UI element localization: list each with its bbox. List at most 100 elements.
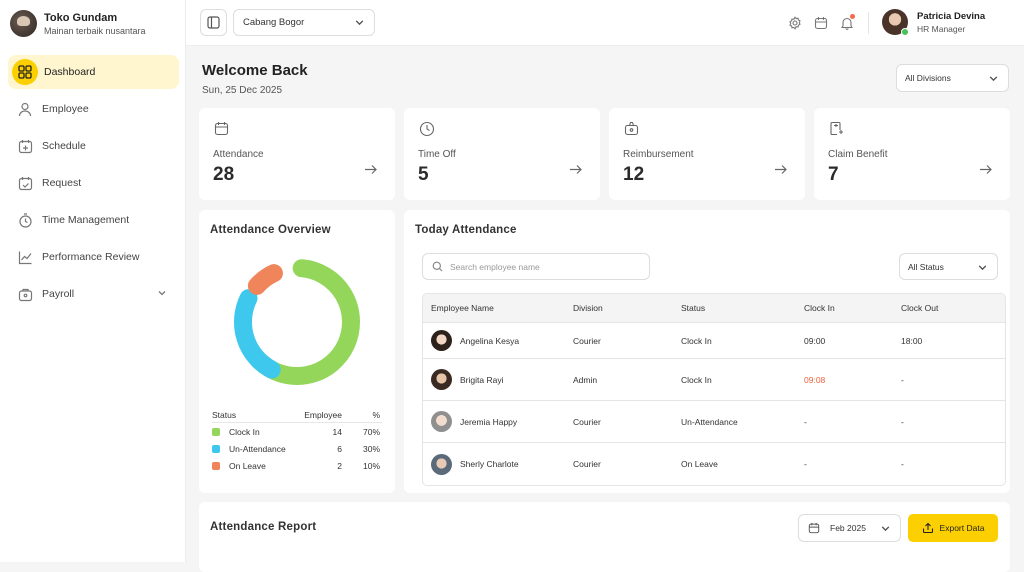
card-label: Reimbursement [623, 149, 694, 160]
brand[interactable]: Toko Gundam Mainan terbaik nusantara [10, 10, 146, 37]
avatar [882, 9, 909, 36]
card-value: 12 [623, 164, 645, 185]
export-data-label: Export Data [939, 523, 985, 533]
sidebar-item-label: Payroll [42, 288, 75, 300]
arrow-right-icon[interactable] [364, 162, 377, 180]
attendance-overview-panel: Attendance Overview Status Employee % Cl… [199, 210, 395, 493]
donut-segment-on-leave[interactable] [247, 264, 283, 295]
export-data-button[interactable]: Export Data [908, 514, 998, 542]
employee-division: Admin [573, 374, 598, 385]
stat-card-time-off[interactable]: Time Off 5 [404, 108, 600, 200]
employee-name: Brigita Rayi [460, 374, 504, 385]
legend-count: 2 [337, 460, 342, 471]
sidebar-item-time-management[interactable]: Time Management [8, 203, 179, 237]
donut-segment-clock-in[interactable] [250, 259, 360, 385]
legend-header: Status Employee % [212, 407, 382, 423]
column-header[interactable]: Status [681, 303, 706, 313]
sidebar-item-dashboard[interactable]: Dashboard [8, 55, 179, 89]
column-header[interactable]: Clock In [804, 303, 835, 313]
clock-icon [419, 121, 435, 142]
table-row[interactable]: Brigita Rayi Admin Clock In 09:08 - [423, 359, 1005, 401]
attendance-table: Employee Name Division Status Clock In C… [422, 293, 1006, 486]
branch-select[interactable]: Cabang Bogor [233, 9, 375, 36]
sidebar-item-employee[interactable]: Employee [8, 92, 179, 126]
month-select-value: Feb 2025 [830, 523, 866, 533]
user-icon [14, 98, 36, 120]
stat-card-claim-benefit[interactable]: Claim Benefit 7 [814, 108, 1010, 200]
arrow-right-icon[interactable] [774, 162, 787, 180]
export-icon [922, 522, 933, 534]
employee-status: Un-Attendance [681, 416, 738, 427]
column-header[interactable]: Clock Out [901, 303, 939, 313]
legend-row: Clock In 14 70% [212, 423, 382, 440]
gear-icon[interactable] [786, 14, 804, 32]
page-title: Welcome Back [202, 62, 308, 79]
stat-card-reimbursement[interactable]: Reimbursement 12 [609, 108, 805, 200]
online-status-dot [901, 28, 909, 36]
legend-header-status: Status [212, 409, 237, 420]
clock-out-time: - [901, 374, 904, 385]
legend-row: On Leave 2 10% [212, 457, 382, 474]
clock-out-time: - [901, 459, 904, 469]
sidebar-item-label: Schedule [42, 140, 86, 152]
sidebar-toggle-button[interactable] [200, 9, 227, 36]
card-label: Time Off [418, 149, 456, 160]
topbar: Cabang Bogor Patricia Devina HR Manager [186, 0, 1024, 46]
calendar-icon[interactable] [812, 14, 830, 32]
column-header[interactable]: Employee Name [431, 303, 494, 313]
sidebar-item-request[interactable]: Request [8, 166, 179, 200]
user-profile[interactable]: Patricia Devina HR Manager [882, 9, 985, 36]
table-row[interactable]: Sherly Charlote Courier On Leave - - [423, 443, 1005, 485]
bell-icon[interactable] [838, 14, 856, 32]
legend-percent: 10% [362, 460, 380, 471]
search-icon [432, 261, 443, 272]
grid-icon [12, 59, 38, 85]
avatar [431, 369, 452, 390]
calendar-add-icon [14, 135, 36, 157]
employee-status: On Leave [681, 459, 718, 469]
panel-title: Today Attendance [415, 224, 517, 236]
employee-search[interactable] [422, 253, 650, 280]
legend-count: 14 [332, 426, 342, 437]
sidebar-item-schedule[interactable]: Schedule [8, 129, 179, 163]
clock-in-time-late: 09:08 [804, 374, 826, 385]
column-header[interactable]: Division [573, 303, 603, 313]
topbar-actions [786, 14, 856, 32]
arrow-right-icon[interactable] [979, 162, 992, 180]
table-row[interactable]: Jeremia Happy Courier Un-Attendance - - [423, 401, 1005, 443]
employee-name: Angelina Kesya [460, 335, 520, 346]
attendance-donut-chart [234, 259, 360, 385]
donut-segment-un-attendance[interactable] [234, 289, 281, 379]
avatar [431, 411, 452, 432]
avatar [431, 330, 452, 351]
legend-swatch [212, 444, 220, 453]
wallet-icon [14, 283, 36, 305]
legend-swatch [212, 461, 220, 470]
division-select[interactable]: All Divisions [896, 64, 1009, 92]
claim-icon [829, 121, 844, 141]
chevron-down-icon[interactable] [157, 288, 167, 301]
sidebar-item-performance-review[interactable]: Performance Review [8, 240, 179, 274]
card-value: 28 [213, 164, 235, 185]
employee-status: Clock In [681, 374, 712, 385]
stat-card-attendance[interactable]: Attendance 28 [199, 108, 395, 200]
panel-title: Attendance Overview [210, 224, 331, 236]
clock-out-time: - [901, 416, 904, 427]
status-select[interactable]: All Status [899, 253, 998, 280]
arrow-right-icon[interactable] [569, 162, 582, 180]
chevron-down-icon [880, 523, 891, 536]
sidebar-item-payroll[interactable]: Payroll [8, 277, 179, 311]
legend-count: 6 [337, 443, 342, 454]
employee-name: Sherly Charlote [460, 459, 519, 469]
attendance-report-panel: Attendance Report Feb 2025 Export Data [199, 502, 1010, 572]
employee-name: Jeremia Happy [460, 416, 518, 427]
search-input[interactable] [450, 261, 640, 272]
month-select[interactable]: Feb 2025 [798, 514, 901, 542]
division-select-value: All Divisions [905, 73, 951, 83]
table-row[interactable]: Angelina Kesya Courier Clock In 09:00 18… [423, 323, 1005, 359]
chevron-down-icon [988, 73, 999, 86]
employee-division: Courier [573, 416, 601, 427]
clock-in-time: - [804, 459, 807, 469]
card-label: Attendance [213, 149, 264, 160]
legend-header-percent: % [372, 409, 380, 420]
